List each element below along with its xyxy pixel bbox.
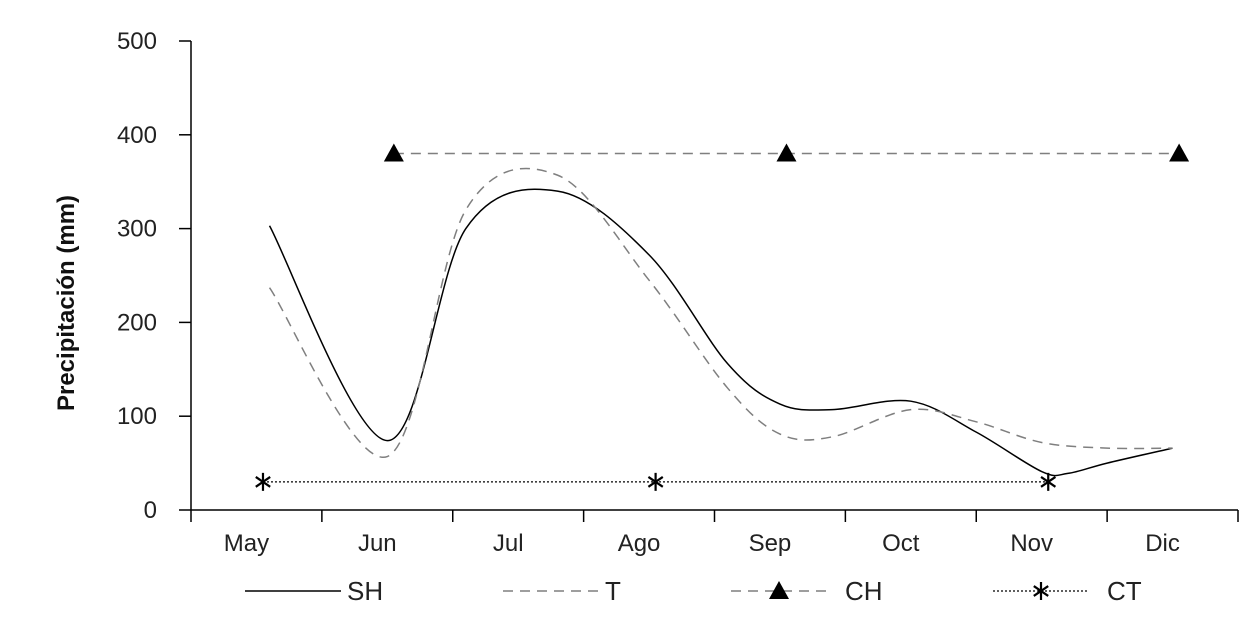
series-ch [383, 143, 1190, 162]
x-tick-label: Dic [1145, 530, 1180, 557]
y-tick-label: 100 [117, 403, 157, 430]
x-tick-label: May [224, 530, 269, 557]
legend-item-sh: SH [245, 576, 383, 606]
legend-label: T [605, 576, 621, 606]
series-t [268, 167, 1173, 458]
y-axis: 0 100 200 300 400 500 [117, 28, 192, 524]
x-tick-label: Oct [882, 530, 920, 557]
x-tick-label: Nov [1010, 530, 1053, 557]
y-tick-label: 0 [144, 497, 157, 524]
legend-marker-asterisk [1033, 582, 1049, 600]
data-point-triangle [1169, 143, 1190, 162]
x-tick-label: Jul [493, 530, 524, 557]
x-tick-label: Sep [749, 530, 792, 557]
legend-label: CT [1107, 576, 1142, 606]
legend-item-ct: CT [993, 576, 1142, 606]
x-tick-label: Jun [358, 530, 397, 557]
y-axis-title: Precipitación (mm) [53, 195, 80, 411]
series-line-t [268, 167, 1173, 458]
data-point-asterisk [647, 472, 664, 491]
x-axis: May Jun Jul Ago Sep Oct Nov Dic [190, 509, 1239, 557]
series-ct [255, 472, 1057, 491]
y-tick-label: 200 [117, 309, 157, 336]
legend-item-ch: CH [731, 576, 883, 606]
legend: SH T CH CT [245, 576, 1142, 606]
y-tick-label: 400 [117, 122, 157, 149]
data-point-triangle [776, 143, 797, 162]
data-point-asterisk [255, 472, 271, 491]
legend-item-t: T [503, 576, 621, 606]
legend-marker-triangle [769, 581, 789, 599]
plot-area [255, 143, 1190, 491]
data-point-asterisk [1040, 472, 1057, 491]
data-point-triangle [383, 143, 404, 162]
y-tick-label: 500 [117, 28, 157, 55]
legend-label: CH [845, 576, 883, 606]
legend-label: SH [347, 576, 383, 606]
x-tick-label: Ago [618, 530, 661, 557]
y-tick-label: 300 [117, 216, 157, 243]
